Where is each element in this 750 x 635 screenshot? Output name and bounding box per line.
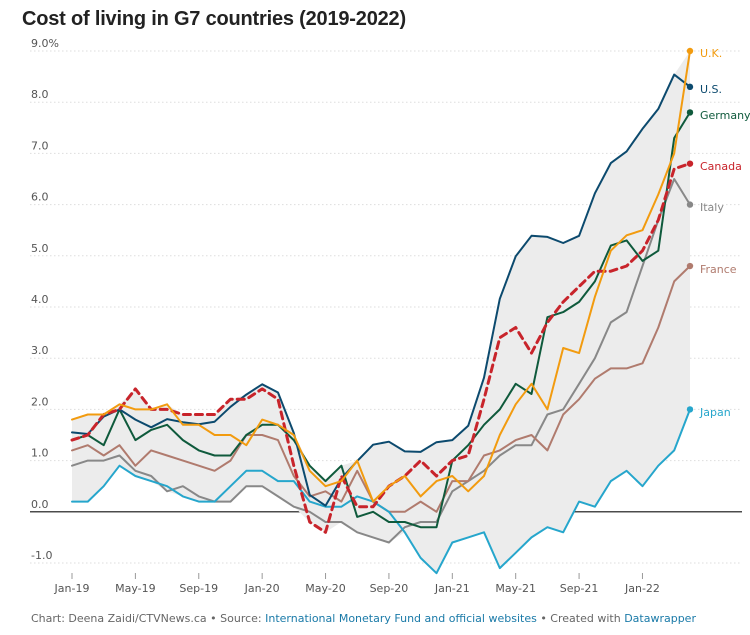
series-end-dot bbox=[686, 47, 694, 55]
datawrapper-link[interactable]: Datawrapper bbox=[624, 612, 696, 625]
x-tick-label: Sep-21 bbox=[560, 582, 599, 595]
y-tick-label: 7.0 bbox=[31, 139, 49, 152]
series-label: Italy bbox=[700, 201, 724, 214]
footer-middle: • Created with bbox=[536, 612, 625, 625]
x-tick-label: Jan-22 bbox=[624, 582, 660, 595]
y-tick-label: -1.0 bbox=[31, 549, 52, 562]
series-end-dot bbox=[686, 406, 694, 413]
x-axis-ticks: Jan-19 May-19 Sep-19 Jan-20 May-20 Sep-20 Jan-… bbox=[54, 573, 660, 595]
series-line-us bbox=[71, 73, 691, 507]
series-label: U.K. bbox=[700, 47, 722, 60]
y-tick-label: 5.0 bbox=[31, 242, 49, 255]
series-lines bbox=[70, 50, 692, 575]
x-tick-label: Jan-21 bbox=[434, 582, 470, 595]
chart-title: Cost of living in G7 countries (2019-202… bbox=[22, 8, 406, 30]
footer-credit: Chart: Deena Zaidi/CTVNews.ca • Source: bbox=[31, 612, 266, 625]
y-tick-label: 8.0 bbox=[31, 88, 49, 101]
range-band bbox=[72, 51, 690, 574]
y-tick-label: 4.0 bbox=[31, 293, 49, 306]
series-label: Germany bbox=[700, 109, 750, 122]
series-end-dot bbox=[686, 201, 694, 208]
x-tick-label: May-19 bbox=[115, 582, 156, 595]
series-line-germany bbox=[71, 111, 691, 529]
x-tick-label: May-21 bbox=[495, 582, 536, 595]
series-line-italy bbox=[71, 178, 691, 544]
series-line-uk bbox=[71, 50, 691, 503]
shaded-band-layer bbox=[72, 51, 690, 574]
series-label: France bbox=[700, 263, 737, 276]
y-tick-label: 0.0 bbox=[31, 498, 49, 511]
series-end-dot bbox=[686, 262, 694, 270]
series-end-dot bbox=[686, 160, 694, 167]
y-tick-label: 6.0 bbox=[31, 191, 49, 204]
x-tick-label: Jan-19 bbox=[54, 582, 90, 595]
y-tick-label: 2.0 bbox=[31, 395, 49, 408]
chart-footer: Chart: Deena Zaidi/CTVNews.ca • Source: … bbox=[31, 612, 696, 625]
y-tick-label: 1.0 bbox=[31, 447, 49, 460]
series-label: Japan bbox=[699, 406, 731, 419]
series-end-dot bbox=[686, 83, 694, 91]
y-tick-label: 9.0% bbox=[31, 37, 59, 50]
x-tick-label: Sep-19 bbox=[179, 582, 218, 595]
series-end-points: U.K. U.S. Germany Canada Italy France Japan bbox=[686, 47, 750, 419]
x-tick-label: Sep-20 bbox=[370, 582, 409, 595]
series-line-japan bbox=[71, 408, 691, 575]
series-line-canada bbox=[70, 162, 692, 534]
series-label: Canada bbox=[700, 160, 742, 173]
series-label: U.S. bbox=[700, 83, 722, 96]
x-tick-label: Jan-20 bbox=[244, 582, 280, 595]
y-tick-label: 3.0 bbox=[31, 344, 49, 357]
source-link[interactable]: International Monetary Fund and official… bbox=[265, 612, 537, 625]
series-end-dot bbox=[686, 109, 694, 116]
x-tick-label: May-20 bbox=[305, 582, 346, 595]
